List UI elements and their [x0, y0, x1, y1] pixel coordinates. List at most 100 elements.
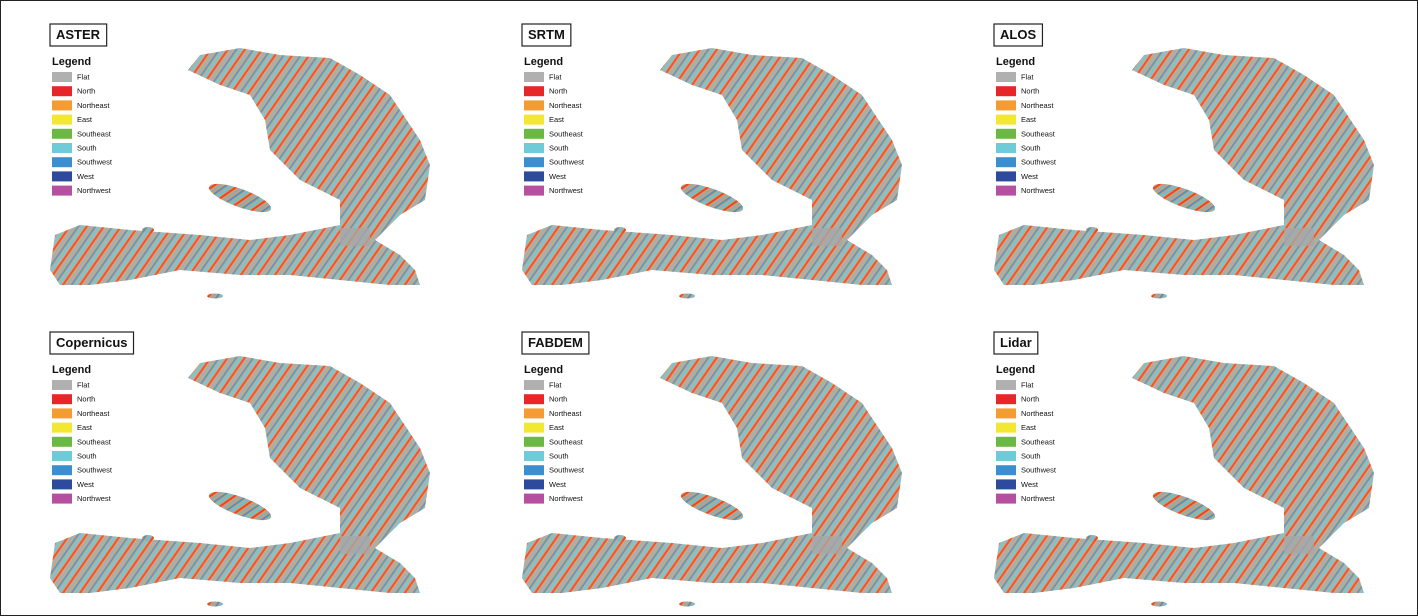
- panel-title: Lidar: [1000, 335, 1032, 350]
- map-panel: LidarLegendFlatNorthNortheastEastSouthea…: [994, 332, 1374, 607]
- legend-swatch: [52, 171, 72, 181]
- map-image: [50, 48, 430, 299]
- map-image: [994, 48, 1374, 299]
- legend-label: Flat: [77, 72, 90, 81]
- legend-label: Northwest: [1021, 494, 1056, 503]
- legend-label: Southeast: [77, 437, 112, 446]
- legend-label: South: [549, 451, 569, 460]
- legend-swatch: [52, 129, 72, 139]
- legend-label: Southeast: [549, 437, 584, 446]
- legend-label: Northwest: [77, 186, 112, 195]
- legend-label: Flat: [549, 380, 562, 389]
- legend-label: Flat: [77, 380, 90, 389]
- legend-swatch: [996, 115, 1016, 125]
- legend-swatch: [996, 86, 1016, 96]
- map-panel: FABDEMLegendFlatNorthNortheastEastSouthe…: [522, 332, 902, 607]
- legend-label: Northeast: [77, 409, 110, 418]
- legend-label: Flat: [549, 72, 562, 81]
- legend-label: Northeast: [77, 101, 110, 110]
- legend-swatch: [524, 86, 544, 96]
- map-image: [522, 48, 902, 299]
- map-image: [522, 356, 902, 607]
- legend-label: Southeast: [77, 129, 112, 138]
- legend-label: North: [1021, 87, 1039, 96]
- legend-swatch: [52, 186, 72, 196]
- legend-label: West: [77, 480, 95, 489]
- legend-label: Northeast: [549, 101, 582, 110]
- map-image: [994, 356, 1374, 607]
- figure: ASTERLegendFlatNorthNortheastEastSouthea…: [0, 0, 1418, 616]
- panel-title: Copernicus: [56, 335, 128, 350]
- legend-swatch: [52, 437, 72, 447]
- legend-swatch: [524, 451, 544, 461]
- legend-swatch: [524, 157, 544, 167]
- legend-swatch: [996, 380, 1016, 390]
- map-panel: ALOSLegendFlatNorthNortheastEastSoutheas…: [994, 24, 1374, 299]
- map-image: [50, 356, 430, 607]
- legend-swatch: [52, 86, 72, 96]
- legend-swatch: [524, 115, 544, 125]
- legend-swatch: [996, 129, 1016, 139]
- legend-swatch: [996, 451, 1016, 461]
- legend-label: North: [77, 87, 95, 96]
- legend-label: Southwest: [77, 158, 113, 167]
- panel-title: SRTM: [528, 27, 565, 42]
- map-panel: ASTERLegendFlatNorthNortheastEastSouthea…: [50, 24, 430, 299]
- legend-swatch: [996, 171, 1016, 181]
- legend-swatch: [52, 380, 72, 390]
- legend-label: Flat: [1021, 380, 1034, 389]
- legend-swatch: [996, 437, 1016, 447]
- legend-title: Legend: [996, 364, 1035, 376]
- legend-label: East: [1021, 115, 1037, 124]
- legend-swatch: [52, 143, 72, 153]
- legend-label: South: [1021, 451, 1041, 460]
- legend-label: East: [77, 115, 93, 124]
- legend-swatch: [996, 394, 1016, 404]
- legend-label: Southwest: [549, 466, 585, 475]
- legend-label: South: [77, 143, 97, 152]
- legend-swatch: [524, 465, 544, 475]
- legend-title: Legend: [524, 364, 563, 376]
- legend-swatch: [524, 171, 544, 181]
- legend-title: Legend: [996, 56, 1035, 68]
- legend-swatch: [52, 115, 72, 125]
- map-panel: SRTMLegendFlatNorthNortheastEastSoutheas…: [522, 24, 902, 299]
- legend-swatch: [52, 479, 72, 489]
- legend-swatch: [52, 394, 72, 404]
- map-panel: CopernicusLegendFlatNorthNortheastEastSo…: [50, 332, 430, 607]
- legend-swatch: [996, 186, 1016, 196]
- legend-swatch: [996, 100, 1016, 110]
- legend-swatch: [52, 423, 72, 433]
- legend-label: West: [549, 480, 567, 489]
- legend-label: Northeast: [1021, 101, 1054, 110]
- legend-label: Northwest: [549, 494, 584, 503]
- legend-swatch: [524, 437, 544, 447]
- legend-title: Legend: [52, 56, 91, 68]
- legend-swatch: [524, 129, 544, 139]
- legend-swatch: [996, 157, 1016, 167]
- legend-swatch: [52, 408, 72, 418]
- legend-swatch: [52, 157, 72, 167]
- legend-swatch: [996, 423, 1016, 433]
- legend-swatch: [524, 394, 544, 404]
- legend-label: East: [77, 423, 93, 432]
- legend-swatch: [996, 465, 1016, 475]
- legend-label: Southwest: [549, 158, 585, 167]
- legend-swatch: [52, 494, 72, 504]
- legend-label: West: [77, 172, 95, 181]
- legend-label: East: [1021, 423, 1037, 432]
- legend-swatch: [524, 479, 544, 489]
- legend-swatch: [996, 143, 1016, 153]
- legend-swatch: [996, 72, 1016, 82]
- legend-label: North: [549, 395, 567, 404]
- legend-swatch: [996, 494, 1016, 504]
- panel-title: FABDEM: [528, 335, 583, 350]
- legend-label: Northwest: [1021, 186, 1056, 195]
- legend-label: Northeast: [1021, 409, 1054, 418]
- legend-swatch: [52, 72, 72, 82]
- legend-swatch: [524, 380, 544, 390]
- legend-label: South: [1021, 143, 1041, 152]
- legend-label: Southeast: [1021, 129, 1056, 138]
- legend-label: Southwest: [1021, 466, 1057, 475]
- legend-label: Northeast: [549, 409, 582, 418]
